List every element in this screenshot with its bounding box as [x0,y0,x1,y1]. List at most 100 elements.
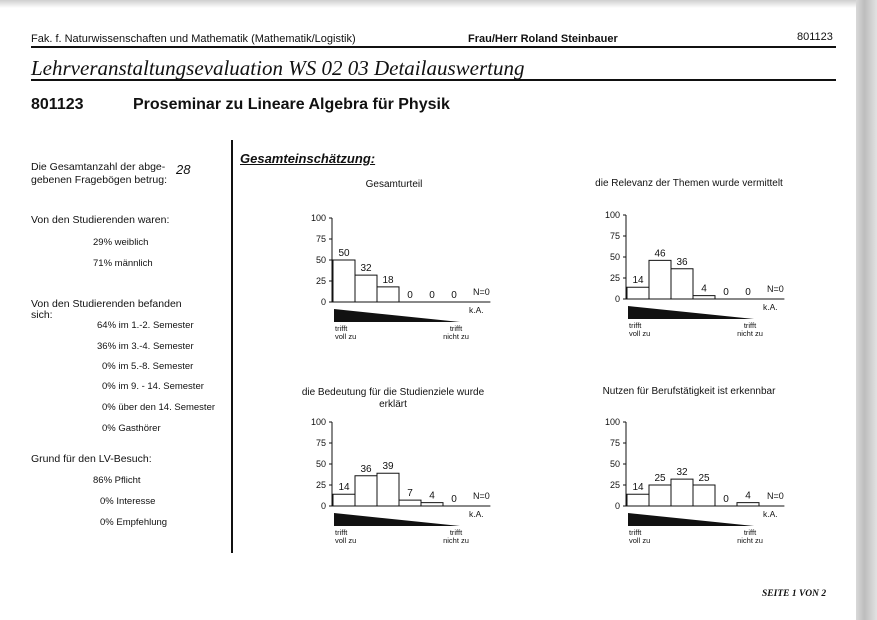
chart-title-line2: erklärt [379,399,407,410]
bar-value-label: 14 [632,275,644,286]
bar [376,472,400,507]
scan-shade [0,0,856,8]
bar-value-label: 50 [338,248,350,259]
bar [626,286,650,300]
bar-value-label: 0 [723,287,729,298]
semester-item: 36% im 3.-4. Semester [97,341,194,352]
semester-heading-line2: sich: [31,309,53,321]
scale-left-label: trifft [335,528,348,537]
na-label: k.A. [469,305,484,315]
chart-title-line1: die Bedeutung für die Studienziele wurde [301,387,485,398]
chart-title: die Bedeutung für die Studienziele wurde… [290,387,496,411]
semester-item: 0% über den 14. Semester [102,402,216,413]
chart-title: Nutzen für Berufstätigkeit ist erkennbar [602,386,776,397]
gender-female: 29% weiblich [93,237,149,248]
chart-title: Gesamturteil [365,179,423,190]
scale-right-label: nicht zu [443,332,469,341]
bar [670,478,694,507]
y-tick-label: 100 [605,210,620,220]
title-rule [31,79,836,81]
bar-value-label: 0 [723,494,729,505]
bar [648,259,672,300]
y-tick-label: 50 [610,459,620,469]
na-label: k.A. [469,509,484,519]
y-tick-label: 25 [610,273,620,283]
bar-value-label: 0 [451,494,457,505]
semester-heading-line1: Von den Studierenden befanden [31,298,182,310]
column-divider [231,140,233,553]
bar [332,259,356,303]
bar-value-label: 0 [745,287,751,298]
scale-left-label: voll zu [629,329,650,338]
y-tick-label: 25 [316,480,326,490]
y-tick-label: 25 [610,480,620,490]
bar [398,499,422,507]
course-number: 801123 [31,96,84,113]
y-tick-label: 100 [311,213,326,223]
bar-value-label: 14 [338,482,350,493]
y-tick-label: 50 [316,459,326,469]
bar [626,493,650,507]
bar-value-label: 25 [698,473,710,484]
lecturer-label: Frau/Herr Roland Steinbauer [468,33,618,45]
scale-left-label: voll zu [629,536,650,545]
bar [670,268,694,300]
scale-left-label: trifft [335,324,348,333]
y-tick-label: 75 [610,438,620,448]
bar [692,295,716,300]
scale-right-label: nicht zu [737,536,763,545]
y-tick-label: 75 [316,438,326,448]
bar [354,475,378,507]
bar [692,484,716,507]
y-tick-label: 75 [610,231,620,241]
y-tick-label: 50 [316,255,326,265]
semester-item: 0% Gasthörer [102,423,161,434]
bar-value-label: 32 [676,467,688,478]
scale-right-label: trifft [450,324,463,333]
semester-item: 64% im 1.-2. Semester [97,320,194,331]
y-tick-label: 75 [316,234,326,244]
y-tick-label: 50 [610,252,620,262]
y-tick-label: 0 [321,297,326,307]
scale-right-label: nicht zu [443,536,469,545]
scale-wedge [628,513,754,526]
section-title: Gesamteinschätzung: [240,151,376,166]
bar [332,493,356,507]
bar [736,502,760,507]
bar-value-label: 36 [360,464,372,475]
scan-edge [856,0,877,620]
total-value: 28 [176,162,191,177]
reason-heading: Grund für den LV-Besuch: [31,453,152,465]
scale-right-label: trifft [744,321,757,330]
scale-wedge [334,309,460,322]
gender-male: 71% männlich [93,258,153,269]
bar [420,502,444,507]
bar-value-label: 4 [745,491,751,502]
bar-value-label: 36 [676,257,688,268]
y-tick-label: 0 [615,294,620,304]
chart-title: die Relevanz der Themen wurde vermittelt [595,178,783,189]
bar-value-label: 4 [701,284,707,295]
y-tick-label: 100 [311,417,326,427]
page-footer: SEITE 1 VON 2 [762,589,827,599]
course-name: Proseminar zu Lineare Algebra für Physik [133,96,450,113]
total-label-line2: gebenen Fragebögen betrug: [31,174,168,186]
bar-value-label: 4 [429,491,435,502]
n-label: N=0 [473,287,490,297]
bar-value-label: 7 [407,488,413,499]
bar-value-label: 39 [382,461,394,472]
bar-value-label: 0 [407,290,413,301]
semester-item: 0% im 5.-8. Semester [102,361,194,372]
n-label: N=0 [767,491,784,501]
scale-wedge [334,513,460,526]
scale-right-label: trifft [450,528,463,537]
scale-right-label: nicht zu [737,329,763,338]
bar-value-label: 32 [360,263,372,274]
scale-right-label: trifft [744,528,757,537]
na-label: k.A. [763,302,778,312]
bar [648,484,672,507]
bar [354,274,378,303]
reason-item: 86% Pflicht [93,475,141,486]
